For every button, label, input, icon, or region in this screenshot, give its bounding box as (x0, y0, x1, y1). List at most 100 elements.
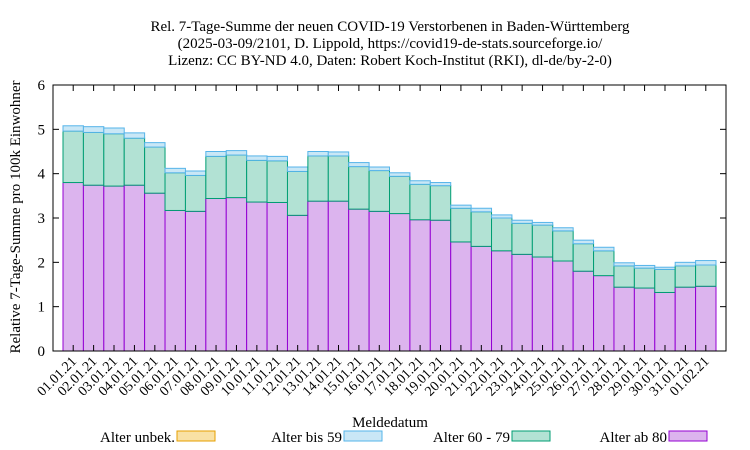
title-line: Rel. 7-Tage-Summe der neuen COVID-19 Ver… (150, 19, 630, 35)
bar-segment (633, 264, 656, 269)
y-tick-label: 5 (38, 122, 46, 138)
bar-segment (409, 180, 431, 185)
bar-segment (266, 160, 288, 203)
bar-segment (491, 214, 513, 219)
bar-segment (368, 166, 390, 172)
legend-label: Alter bis 59 (271, 430, 342, 446)
bar-segment (593, 246, 615, 252)
title-line: Lizenz: CC BY-ND 4.0, Daten: Robert Koch… (168, 53, 612, 69)
bar-segment (389, 172, 411, 177)
bar-segment (470, 207, 493, 213)
bar-segment (491, 250, 513, 352)
bar-segment (613, 286, 635, 352)
bar-segment (572, 270, 595, 352)
bar-segment (327, 155, 350, 202)
y-tick-label: 2 (38, 255, 46, 271)
bar-segment (225, 197, 248, 352)
bar-segment (389, 175, 411, 215)
bar-segment (286, 170, 309, 216)
bars (62, 125, 717, 352)
bar-segment (674, 261, 697, 267)
bar-segment (103, 185, 125, 352)
y-tick-label: 0 (38, 344, 46, 360)
bar-segment (368, 210, 390, 352)
bar-segment (123, 184, 146, 352)
legend-swatch (511, 430, 551, 442)
bar-segment (205, 155, 227, 199)
bar-segment (511, 253, 533, 352)
bar-segment (82, 131, 105, 186)
bar-segment (123, 137, 146, 186)
bar-segment (164, 172, 186, 211)
bar-segment (654, 268, 676, 293)
bar-segment (633, 267, 656, 289)
bar-segment (103, 133, 125, 187)
bar-segment (531, 256, 554, 352)
bar-segment (695, 260, 717, 266)
legend-label: Alter 60 - 79 (433, 430, 510, 446)
bar-segment (164, 167, 186, 174)
bar-segment (184, 170, 207, 176)
bar-segment (246, 159, 268, 203)
bar-segment (429, 182, 452, 187)
legend-swatch (343, 430, 383, 442)
bar-segment (613, 265, 635, 288)
legend-label: Alter ab 80 (600, 430, 667, 446)
bar-segment (511, 222, 533, 255)
legend-swatch (176, 430, 216, 442)
bar-segment (429, 185, 452, 221)
bar-segment (674, 265, 697, 288)
y-tick-label: 4 (38, 167, 46, 183)
bar-segment (225, 150, 248, 156)
legend-label: Alter unbek. (100, 430, 175, 446)
bar-segment (695, 264, 717, 287)
bar-segment (348, 166, 370, 210)
bar-segment (511, 219, 533, 224)
bar-segment (654, 266, 676, 270)
bar-segment (613, 262, 635, 267)
bar-segment (593, 250, 615, 277)
bar-segment (633, 287, 656, 352)
bar-segment (62, 125, 84, 132)
x-axis-label: Meldedatum (352, 415, 428, 431)
bar-segment (205, 151, 227, 157)
title-line: (2025-03-09/2101, D. Lippold, https://co… (178, 36, 603, 52)
bar-segment (266, 155, 288, 162)
bar-segment (429, 219, 452, 352)
y-tick-label: 6 (38, 78, 46, 94)
bar-segment (674, 286, 697, 352)
bar-segment (246, 201, 268, 352)
bar-segment (62, 182, 84, 352)
bar-segment (307, 151, 329, 157)
legend-swatch (668, 430, 708, 442)
bar-segment (491, 217, 513, 252)
bar-segment (593, 275, 615, 352)
bar-segment (266, 201, 288, 352)
bar-segment (246, 155, 268, 161)
bar-segment (552, 230, 574, 262)
bar-segment (225, 154, 248, 199)
legend: Alter unbek. Alter bis 59 Alter 60 - 79 Alt… (100, 430, 708, 446)
bar-segment (123, 132, 146, 139)
y-tick-label: 3 (38, 211, 46, 227)
bar-segment (470, 211, 493, 247)
bar-segment (62, 130, 84, 184)
chart-title: Rel. 7-Tage-Summe der neuen COVID-19 Ver… (150, 19, 630, 69)
bar-segment (348, 162, 370, 168)
bar-segment (286, 214, 309, 352)
y-tick-label: 1 (38, 300, 46, 316)
bar-segment (327, 151, 350, 157)
bar-segment (572, 243, 595, 272)
bar-segment (184, 174, 207, 212)
bar-segment (286, 166, 309, 172)
bar-segment (144, 192, 166, 352)
bar-segment (348, 208, 370, 352)
bar-segment (144, 142, 166, 148)
bar-segment (144, 146, 166, 194)
bar-segment (654, 291, 676, 352)
bar-segment (531, 224, 554, 258)
y-axis-label: Relative 7-Tage-Summe pro 100k Einwohner (8, 80, 24, 353)
bar-segment (327, 200, 350, 352)
y-axis: 0 1 2 3 4 5 6 (38, 78, 726, 360)
